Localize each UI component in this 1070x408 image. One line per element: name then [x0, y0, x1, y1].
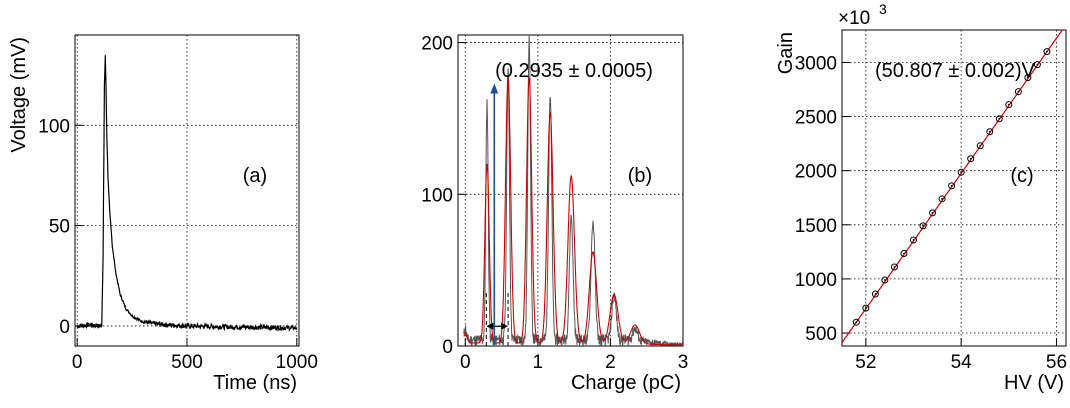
- x-tick-label: 2: [605, 352, 616, 373]
- x-tick-label: 1000: [276, 352, 318, 373]
- plot-frame: [841, 29, 1067, 347]
- blue-arrowhead: [490, 83, 499, 94]
- gain-point-center: [998, 117, 1001, 120]
- gain-point-center: [931, 211, 934, 214]
- y-tick-label: 0: [442, 337, 453, 358]
- gain-point-center: [1046, 50, 1048, 53]
- y-tick-label: 50: [49, 217, 70, 238]
- y-multiplier-label: ×10: [838, 8, 870, 29]
- x-tick-label: 500: [171, 352, 203, 373]
- gain-point: [881, 276, 889, 284]
- x-tick-label: 54: [951, 352, 973, 373]
- panel-label-c: (c): [1010, 165, 1033, 187]
- y-tick-label: 1000: [795, 270, 837, 291]
- gain-point-center: [855, 321, 858, 324]
- gain-point: [862, 304, 870, 312]
- x-tick-label: 52: [855, 352, 876, 373]
- y-tick-label: 500: [805, 324, 837, 345]
- x-tick-label: 1: [533, 352, 544, 373]
- waveform-line: [76, 55, 298, 332]
- gain-annotation: (0.2935 ± 0.0005): [495, 60, 653, 82]
- x-tick-label: 56: [1046, 352, 1067, 373]
- y-tick-label: 1500: [795, 216, 837, 237]
- gain-point-center: [1007, 103, 1010, 106]
- y-axis-label: Gain: [775, 32, 797, 74]
- gain-point-center: [969, 157, 972, 160]
- gain-point-center: [1026, 76, 1029, 79]
- gain-point-center: [979, 144, 982, 147]
- gain-point: [871, 290, 879, 298]
- gain-point: [890, 263, 898, 271]
- y-tick-label: 100: [38, 116, 70, 137]
- gain-point: [1033, 61, 1041, 69]
- y-tick-label: 0: [59, 317, 70, 338]
- panel-label-a: (a): [243, 165, 267, 187]
- spacing-arrowhead-right: [501, 322, 509, 330]
- gain-point: [900, 249, 908, 257]
- y-tick-label: 3000: [795, 53, 837, 74]
- gain-point-center: [912, 239, 915, 241]
- gain-point-center: [950, 184, 953, 187]
- spacing-arrowhead-left: [486, 322, 494, 330]
- y-tick-label: 200: [421, 34, 453, 55]
- gain-point-center: [893, 266, 896, 268]
- gain-point: [929, 209, 937, 217]
- x-tick-label: 0: [72, 352, 83, 373]
- gain-point-center: [922, 224, 924, 227]
- gain-point-center: [1036, 63, 1039, 66]
- gain-point: [967, 155, 975, 163]
- gain-point: [1043, 48, 1051, 56]
- x-axis-label: Time (ns): [213, 372, 297, 394]
- charge-fit-line: [463, 75, 684, 346]
- gain-point: [1005, 101, 1013, 109]
- x-axis-label: HV (V): [1004, 372, 1064, 394]
- gain-point: [948, 182, 956, 190]
- gain-point-center: [883, 279, 886, 281]
- y-tick-label: 100: [421, 185, 453, 206]
- gain-point: [1024, 74, 1032, 82]
- gain-point-center: [903, 252, 905, 255]
- gain-point-center: [941, 197, 943, 200]
- panel-label-b: (b): [628, 165, 652, 187]
- gain-point: [938, 195, 946, 203]
- gain-point: [986, 128, 994, 136]
- gain-point: [957, 168, 965, 176]
- gain-point: [909, 236, 917, 244]
- x-tick-label: 0: [460, 352, 471, 373]
- y-tick-label: 2000: [795, 162, 837, 183]
- gain-point-center: [864, 307, 867, 310]
- y-axis-label: Voltage (mV): [8, 37, 30, 153]
- gain-point-center: [988, 130, 991, 133]
- gain-point-center: [960, 171, 963, 174]
- gain-point: [995, 115, 1003, 123]
- gain-point-center: [1017, 90, 1020, 93]
- gain-point: [919, 222, 927, 230]
- gain-point-center: [874, 293, 877, 295]
- plot-frame: [457, 34, 684, 347]
- gain-point: [1014, 88, 1022, 96]
- x-axis-label: Charge (pC): [571, 372, 681, 394]
- gain-point: [852, 318, 860, 326]
- y-tick-label: 2500: [795, 108, 837, 129]
- x-tick-label: 3: [678, 352, 689, 373]
- plot-frame: [74, 34, 300, 347]
- gain-point: [976, 142, 984, 150]
- y-multiplier-exponent: 3: [879, 1, 887, 17]
- slope-annotation: (50.807 ± 0.002)V: [875, 60, 1036, 82]
